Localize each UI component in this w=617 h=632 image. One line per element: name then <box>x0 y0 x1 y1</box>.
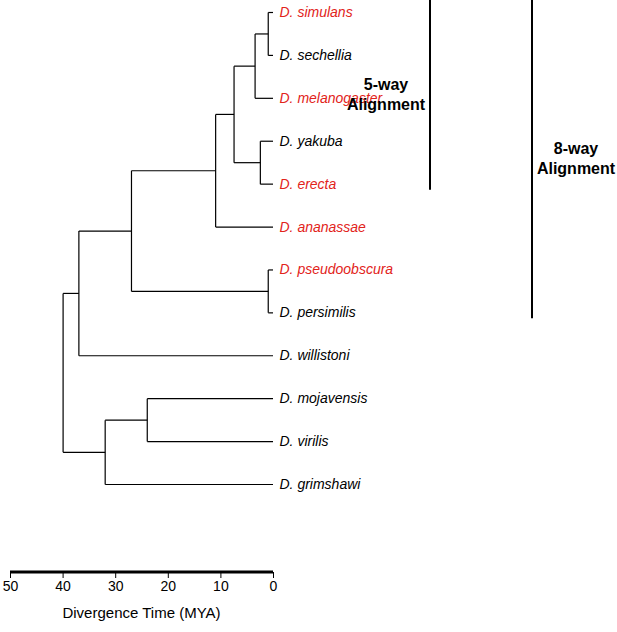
svg-text:8-way: 8-way <box>554 140 599 157</box>
svg-text:20: 20 <box>161 578 177 594</box>
svg-text:30: 30 <box>108 578 124 594</box>
svg-text:D. mojavensis: D. mojavensis <box>280 390 368 406</box>
svg-text:D. sechellia: D. sechellia <box>280 47 353 63</box>
svg-text:D. melanogaster: D. melanogaster <box>279 89 383 106</box>
svg-text:D. persimilis: D. persimilis <box>280 304 356 320</box>
svg-text:50: 50 <box>3 578 19 594</box>
svg-text:D. erecta: D. erecta <box>280 176 337 192</box>
svg-text:D. virilis: D. virilis <box>280 433 329 449</box>
svg-text:D. yakuba: D. yakuba <box>280 133 343 149</box>
svg-text:Alignment: Alignment <box>347 96 426 113</box>
svg-text:D. simulans: D. simulans <box>280 4 353 20</box>
svg-text:0: 0 <box>270 578 278 594</box>
svg-text:D. willistoni: D. willistoni <box>280 347 351 363</box>
svg-text:5-way: 5-way <box>364 76 409 93</box>
svg-text:Alignment: Alignment <box>537 160 616 177</box>
svg-text:D. ananassae: D. ananassae <box>280 219 367 235</box>
svg-text:10: 10 <box>213 578 229 594</box>
svg-text:Divergence Time (MYA): Divergence Time (MYA) <box>62 604 220 621</box>
svg-text:40: 40 <box>55 578 71 594</box>
svg-text:D. grimshawi: D. grimshawi <box>280 476 362 492</box>
svg-text:D. pseudoobscura: D. pseudoobscura <box>280 261 394 277</box>
